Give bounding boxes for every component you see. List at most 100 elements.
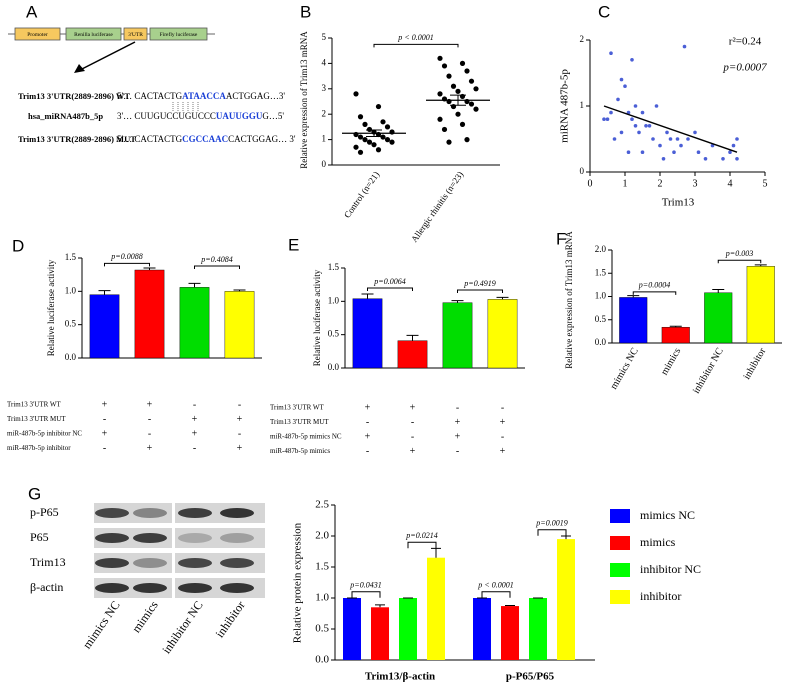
dot xyxy=(459,93,466,100)
x-tick-label: Allergic rhinitis (n=23) xyxy=(409,170,465,244)
x-tick-label: inhibitor NC xyxy=(691,346,726,396)
point xyxy=(735,157,739,161)
box-label: Firefly luciferase xyxy=(160,31,198,38)
table-label: miR-487b-5p inhibitor xyxy=(7,444,71,452)
table-sign: + xyxy=(192,414,198,425)
blot-band xyxy=(220,558,254,568)
seq-part: ACTGGAG…3' xyxy=(226,91,285,101)
error-bar xyxy=(143,267,156,270)
legend-swatch xyxy=(610,563,630,577)
dot xyxy=(362,121,368,127)
table-sign: + xyxy=(455,417,461,428)
point xyxy=(630,117,634,121)
dot xyxy=(441,63,448,69)
x-axis-label: Trim13 xyxy=(662,197,695,209)
blot-band xyxy=(133,583,167,593)
blot-band xyxy=(95,583,129,593)
error-bar xyxy=(561,535,571,540)
point xyxy=(661,157,666,161)
table-sign: - xyxy=(456,446,459,457)
y-tick-label: 2.5 xyxy=(315,499,329,511)
error-bar xyxy=(375,604,385,608)
point xyxy=(658,143,662,148)
fit-line xyxy=(603,105,738,153)
table-label: Trim13 3'UTR MUT xyxy=(7,415,66,423)
legend-swatch xyxy=(610,590,630,604)
blot-band xyxy=(178,558,212,568)
firefly-box xyxy=(149,27,208,41)
blot-lane-label: mimics NC xyxy=(80,598,123,651)
legend-swatch xyxy=(610,509,630,523)
dot xyxy=(468,78,475,84)
legend-label: mimics NC xyxy=(640,508,695,522)
error-bar xyxy=(188,282,201,288)
error-bar xyxy=(366,129,382,138)
point xyxy=(651,137,655,141)
point xyxy=(623,84,627,88)
y-axis-label: Relative protein expression xyxy=(292,522,304,643)
dot xyxy=(468,101,475,107)
table-sign: + xyxy=(455,431,461,442)
point xyxy=(679,143,683,148)
legend-label: inhibitor NC xyxy=(640,562,701,576)
utr-box xyxy=(123,27,148,41)
bar xyxy=(427,557,445,660)
y-tick-label: 1.0 xyxy=(315,592,329,604)
dot xyxy=(357,134,364,140)
seq-rows: Trim13 3'UTR(2889-2896) WT 5'… CACTACTGA… xyxy=(18,91,296,144)
y-tick-label: 1.0 xyxy=(65,285,77,295)
panel-letter: C xyxy=(598,2,610,21)
dot xyxy=(441,126,448,133)
x-tick-label: inhibitor xyxy=(742,346,769,382)
error-bar xyxy=(712,289,725,293)
seq-site: ATAACCA xyxy=(182,91,226,101)
bar xyxy=(661,326,690,344)
dot xyxy=(455,111,461,117)
table-label: Trim13 3'UTR WT xyxy=(270,404,324,412)
table-sign: - xyxy=(193,399,196,410)
dot xyxy=(473,106,479,112)
seq-site: CGCCAAC xyxy=(182,134,228,144)
bar xyxy=(134,269,165,359)
table-sign: - xyxy=(103,443,106,454)
point xyxy=(640,150,645,154)
point xyxy=(616,97,620,102)
table-sign: - xyxy=(501,431,504,442)
point xyxy=(703,157,708,161)
point xyxy=(640,110,645,115)
point xyxy=(609,51,613,55)
error-bar xyxy=(496,296,509,300)
y-tick-label: 1.0 xyxy=(595,291,607,301)
dot xyxy=(446,139,452,145)
table-label: Trim13 3'UTR MUT xyxy=(270,418,329,426)
point xyxy=(633,124,638,128)
point xyxy=(619,77,624,82)
x-tick-label: Trim13/β-actin xyxy=(365,671,435,683)
point xyxy=(654,104,659,108)
blot-band xyxy=(178,533,212,543)
blot-band xyxy=(178,583,212,593)
bar xyxy=(343,598,361,660)
point xyxy=(693,130,697,135)
x-tick-label: 3 xyxy=(693,178,698,189)
point xyxy=(602,117,606,121)
pairing-lines xyxy=(172,102,199,111)
error-bar xyxy=(754,264,767,267)
legend-swatch xyxy=(610,536,630,550)
point xyxy=(605,117,610,121)
dot xyxy=(446,73,452,79)
y-axis-label: Relative luciferase activity xyxy=(46,259,56,356)
error-bar xyxy=(233,289,246,292)
point xyxy=(647,124,652,128)
table-sign: + xyxy=(102,399,108,410)
dot xyxy=(473,86,479,92)
dot xyxy=(455,88,461,94)
arrow xyxy=(79,41,136,71)
y-tick-label: 0 xyxy=(580,166,585,176)
sig-bracket xyxy=(537,529,567,536)
point xyxy=(637,130,641,135)
dot xyxy=(366,139,373,145)
error-bar xyxy=(450,94,466,106)
error-bar xyxy=(406,334,419,341)
